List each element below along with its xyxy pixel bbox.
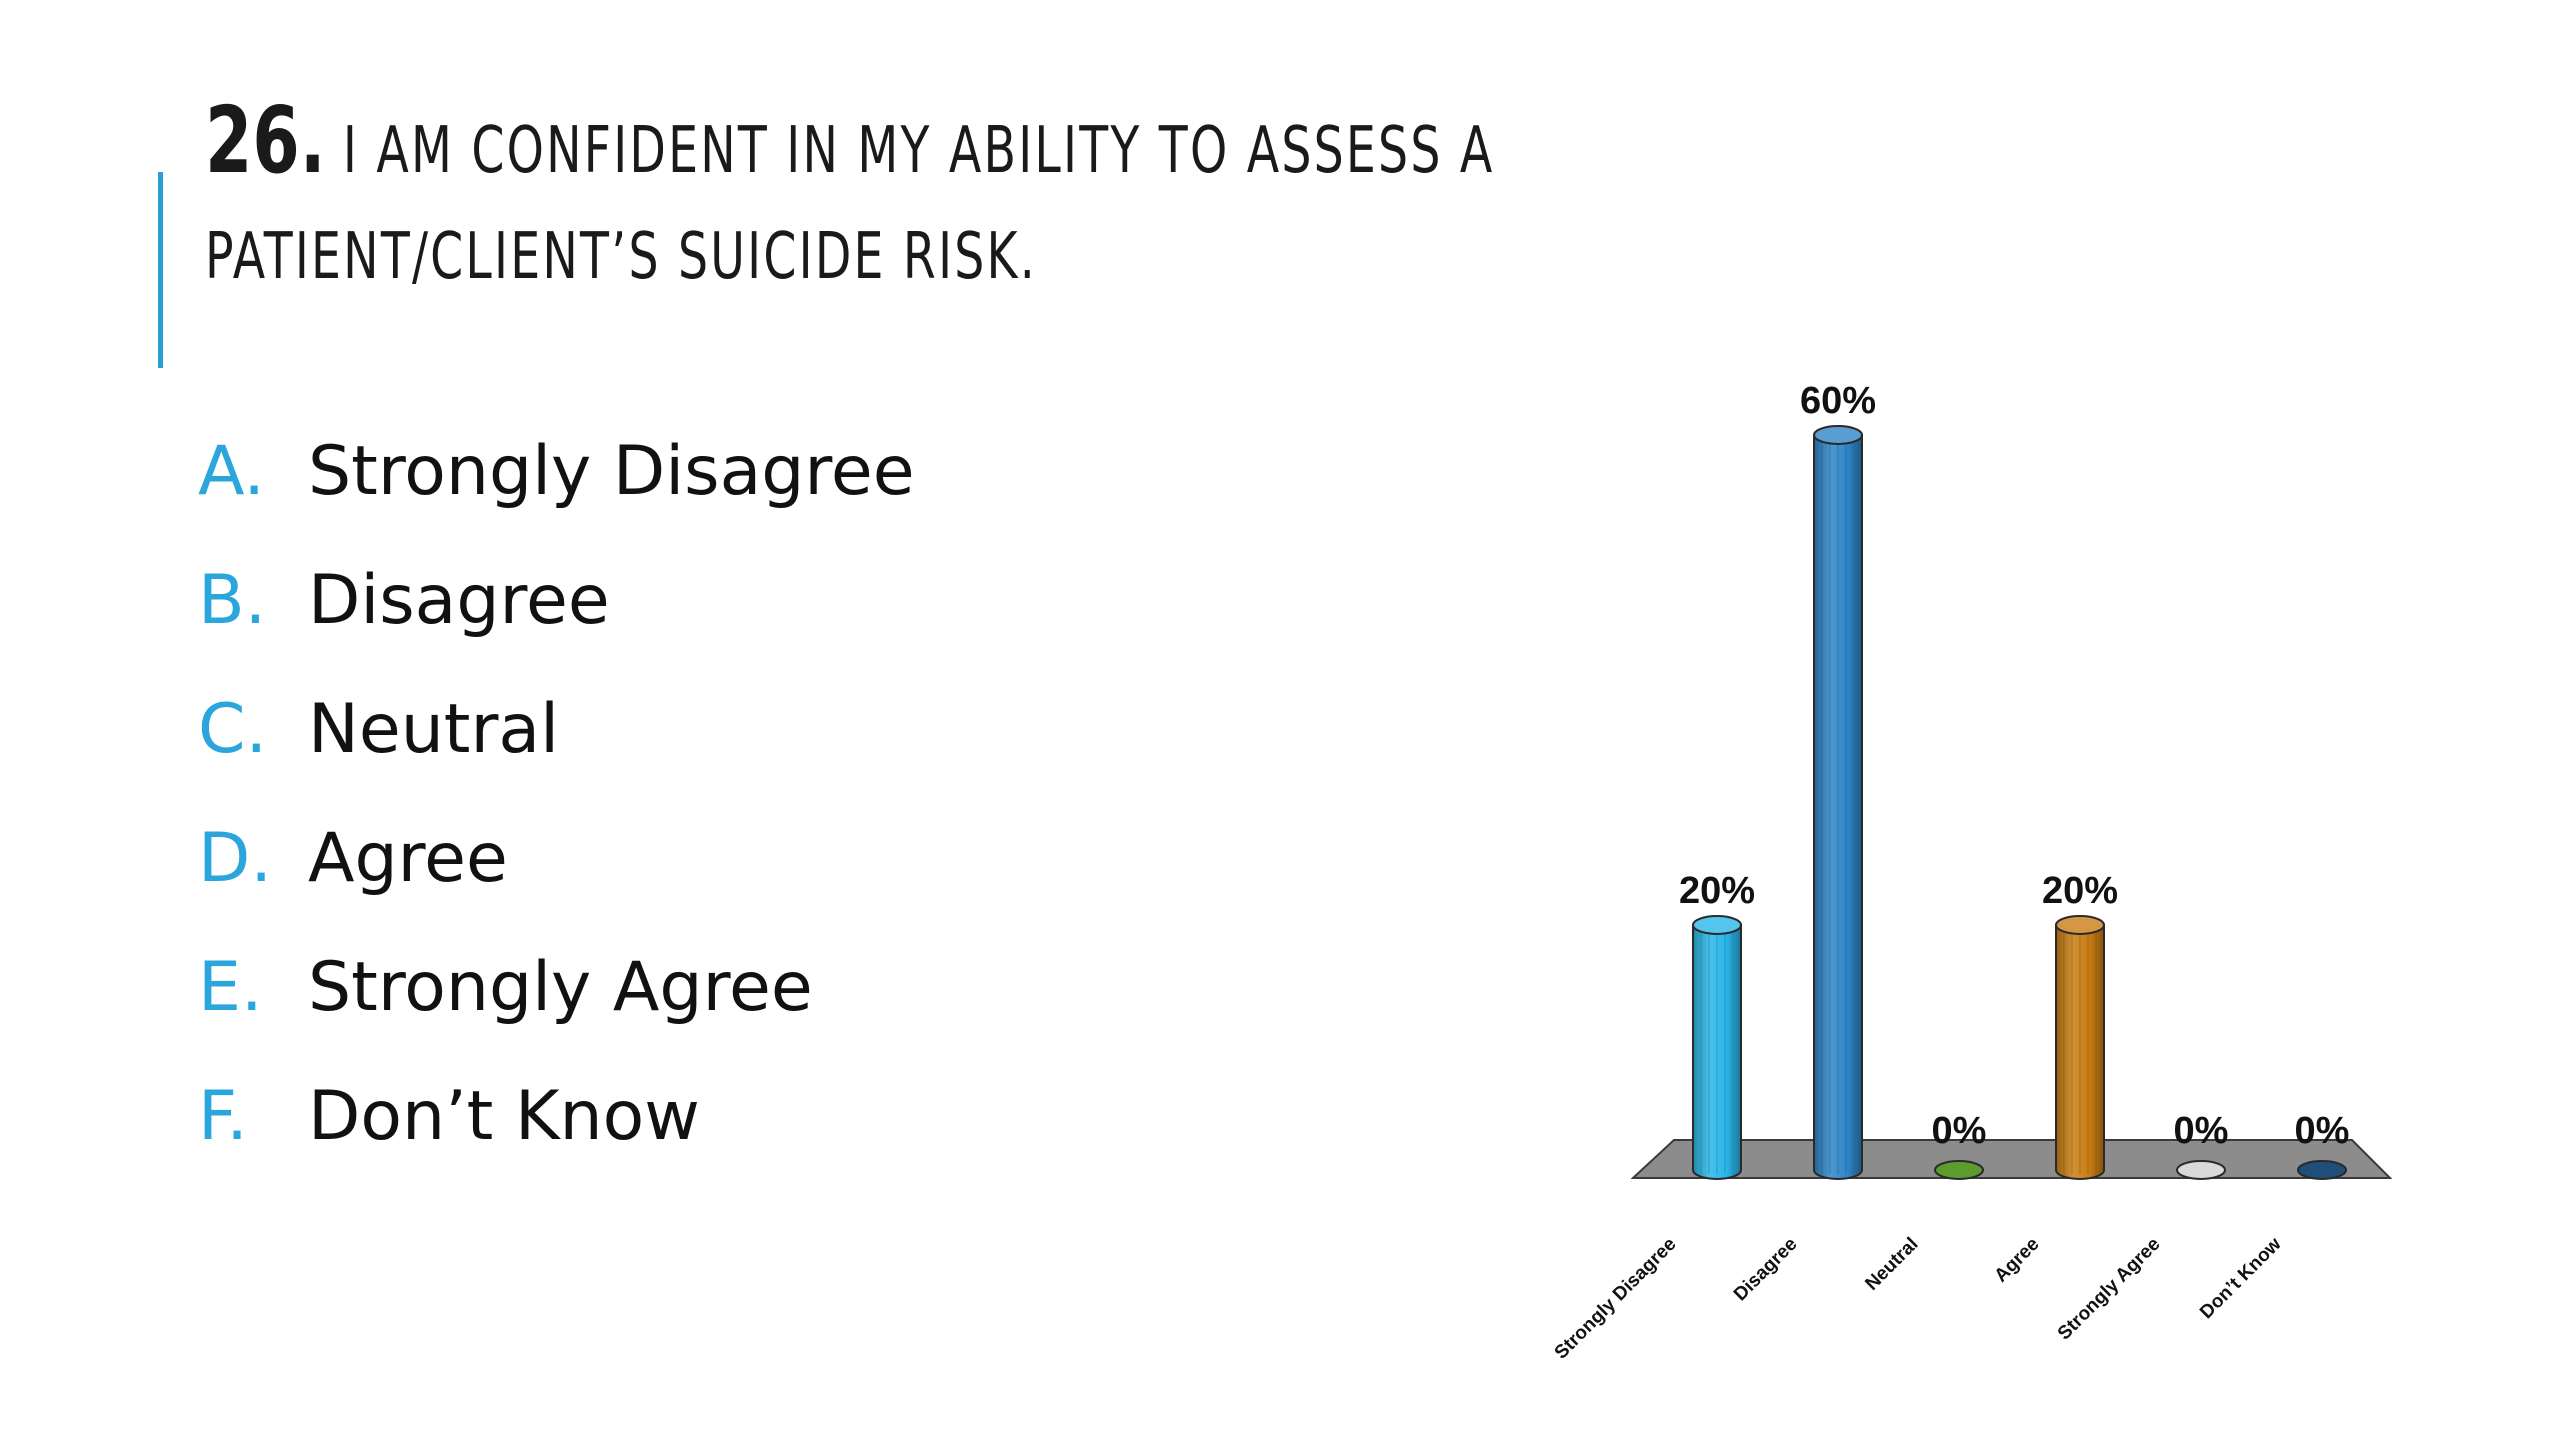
chart-bar-disagree [1813,425,1863,1180]
option-label: Agree [308,819,508,898]
chart-bar-zero-disc [2297,1160,2347,1180]
chart-bar-strongly-agree [2176,1160,2226,1180]
answer-option-b: B. Disagree [198,561,915,690]
chart-bar-top [1813,425,1863,445]
chart-bar-don-t-know [2297,1160,2347,1180]
chart-bar-zero-disc [2176,1160,2226,1180]
option-label: Don’t Know [308,1077,700,1156]
option-label: Strongly Disagree [308,432,915,511]
option-letter: F. [198,1077,248,1156]
chart-bar-neutral [1934,1160,1984,1180]
answer-option-d: D. Agree [198,819,915,948]
answer-option-e: E. Strongly Agree [198,948,915,1077]
answer-option-a: A. Strongly Disagree [198,432,915,561]
question-title: 26. I am confident in my ability to asse… [205,88,1537,310]
answer-option-f: F. Don’t Know [198,1077,915,1206]
question-text: I am confident in my ability to assess a… [205,114,1495,294]
answer-option-c: C. Neutral [198,690,915,819]
option-letter: D. [198,819,272,898]
chart-bar-zero-disc [1934,1160,1984,1180]
chart-bar-top [2055,915,2105,935]
chart-bar-agree [2055,915,2105,1180]
option-letter: C. [198,690,268,769]
option-letter: A. [198,432,265,511]
question-number: 26. [205,87,326,194]
chart-category-label: Agree [1991,1234,2044,1287]
chart-category-label: Neutral [1861,1234,1922,1295]
chart-bar-top [1692,915,1742,935]
option-letter: E. [198,948,263,1027]
title-accent-bar [158,172,163,368]
chart-category-label: Don’t Know [2196,1234,2286,1324]
chart-data-label: 0% [2174,1110,2229,1152]
chart-category-label: Disagree [1730,1234,1802,1306]
option-label: Disagree [308,561,610,640]
answer-options-list: A. Strongly Disagree B. Disagree C. Neutral… [198,432,915,1206]
chart-data-label: 20% [1679,870,1755,912]
option-label: Neutral [308,690,559,769]
chart-bar-strongly-disagree [1692,915,1742,1180]
chart-category-label: Strongly Disagree [1551,1234,1681,1364]
chart-data-label: 0% [1932,1110,1987,1152]
chart-data-label: 0% [2295,1110,2350,1152]
chart-category-label: Strongly Agree [2054,1234,2165,1345]
chart-floor [1630,1139,2393,1179]
option-label: Strongly Agree [308,948,813,1027]
chart-data-label: 60% [1800,380,1876,422]
option-letter: B. [198,561,267,640]
chart-data-label: 20% [2042,870,2118,912]
